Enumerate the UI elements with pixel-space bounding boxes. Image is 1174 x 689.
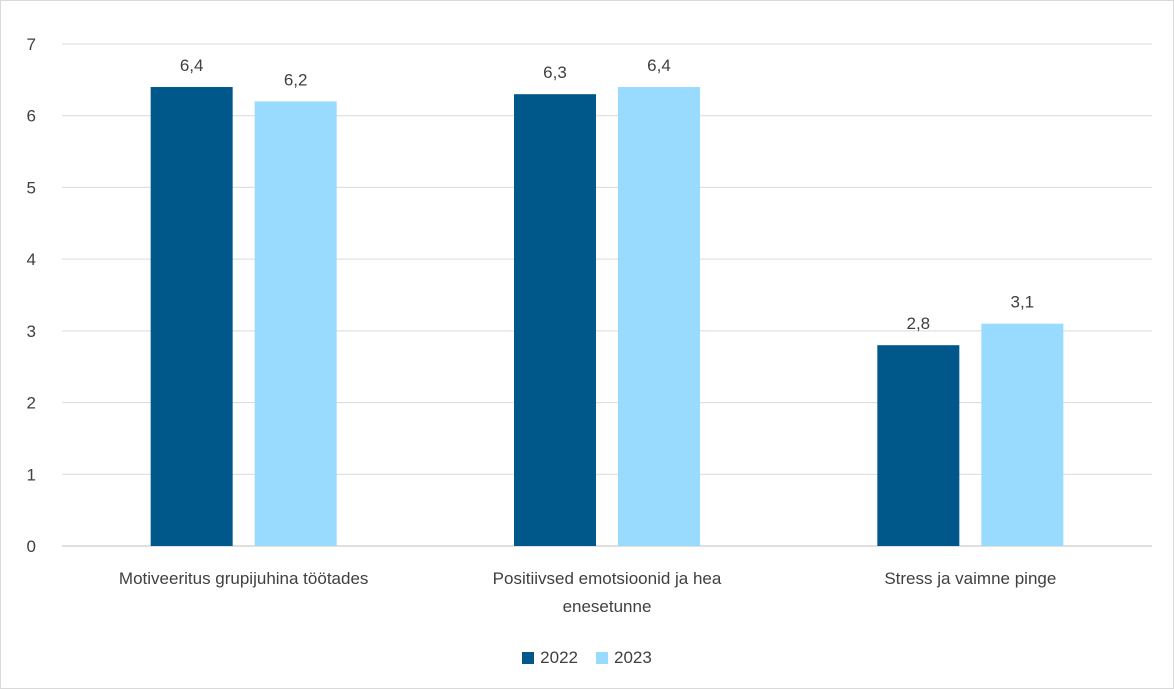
data-label: 6,4 (647, 56, 671, 75)
x-category-label: enesetunne (563, 597, 652, 616)
bar-2023 (981, 323, 1064, 546)
x-axis: Motiveeritus grupijuhina töötades Positii… (119, 569, 1056, 616)
y-tick-label: 1 (27, 465, 36, 484)
y-tick-label: 7 (27, 35, 36, 54)
x-category-label: Positiivsed emotsioonid ja hea (493, 569, 722, 588)
y-tick-label: 4 (27, 250, 36, 269)
bar-2023 (254, 101, 337, 546)
y-tick-label: 6 (27, 107, 36, 126)
data-labels: 6,4 6,2 6,3 6,4 2,8 3,1 (180, 56, 1034, 333)
legend-swatch (522, 652, 535, 664)
bars (150, 87, 1064, 547)
legend: 2022 2023 (0, 648, 1174, 668)
y-tick-label: 5 (27, 178, 36, 197)
legend-item-2022: 2022 (522, 648, 578, 668)
data-label: 6,2 (284, 70, 308, 89)
legend-label: 2022 (540, 648, 578, 667)
gridlines (62, 43, 1152, 547)
bar-2023 (618, 87, 700, 547)
legend-item-2023: 2023 (596, 648, 652, 668)
x-category-label: Stress ja vaimne pinge (884, 569, 1056, 588)
data-label: 6,3 (543, 63, 567, 82)
bar-2022 (150, 87, 233, 547)
y-tick-label: 2 (27, 394, 36, 413)
y-tick-label: 3 (27, 322, 36, 341)
x-category-label: Motiveeritus grupijuhina töötades (119, 569, 368, 588)
y-axis: 0 1 2 3 4 5 6 7 (27, 35, 36, 556)
legend-swatch (596, 652, 608, 664)
data-label: 3,1 (1011, 293, 1035, 312)
legend-label: 2023 (614, 648, 652, 667)
y-tick-label: 0 (27, 537, 36, 556)
bar-2022 (877, 345, 960, 546)
bar-2022 (514, 94, 596, 546)
data-label: 6,4 (180, 56, 204, 75)
data-label: 2,8 (907, 314, 931, 333)
bar-chart: 0 1 2 3 4 5 6 7 6,4 6,2 6,3 6,4 2,8 3,1 Motiveeritus… (27, 35, 1152, 616)
